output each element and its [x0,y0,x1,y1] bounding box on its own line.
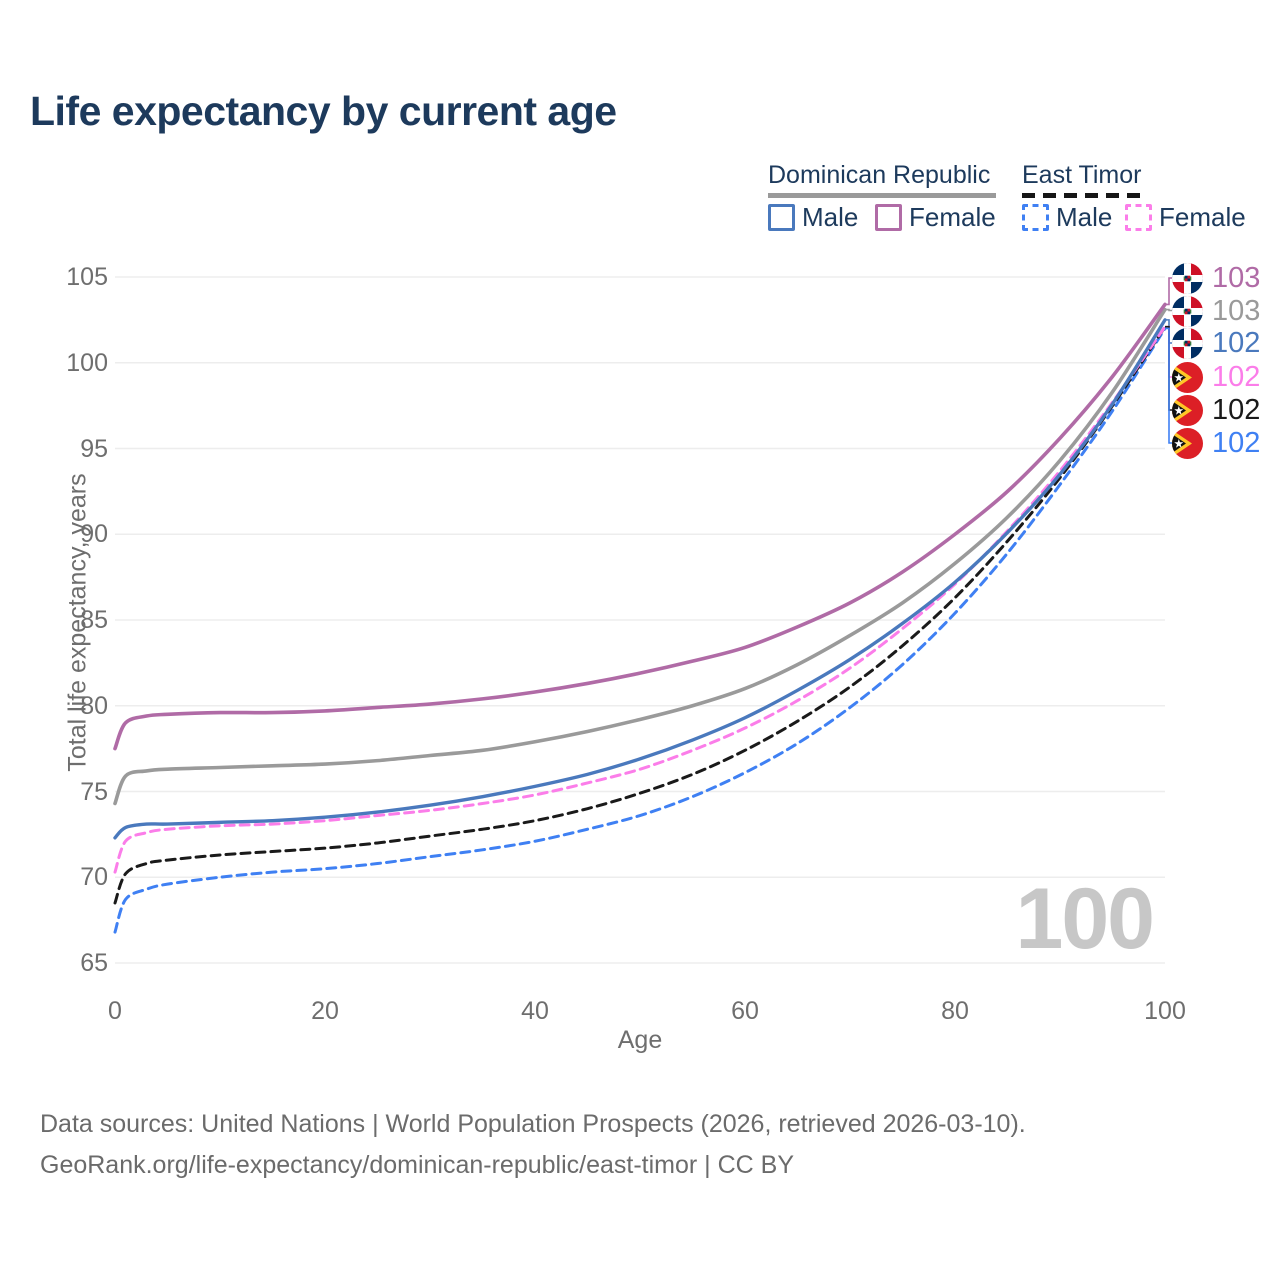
y-tick-label: 85 [80,606,108,634]
end-value: 102 [1212,393,1261,426]
end-value: 102 [1212,326,1261,359]
x-tick-label: 40 [521,997,549,1025]
y-tick-label: 105 [66,263,108,291]
dominican-republic-flag-icon [1172,327,1203,359]
y-tick-label: 90 [80,520,108,549]
x-axis-title: Age [617,1026,663,1054]
attribution-line: GeoRank.org/life-expectancy/dominican-re… [40,1151,795,1179]
end-value: 103 [1212,294,1261,327]
legend-item-dr-male[interactable]: Male [768,202,858,232]
x-tick-label: 100 [1144,997,1186,1025]
legend-item-et-female[interactable]: Female [1125,202,1246,232]
y-tick-label: 80 [80,691,108,720]
end-value: 103 [1212,261,1261,294]
checkbox-et-female-icon[interactable] [1125,203,1152,231]
y-tick-label: 75 [80,777,108,806]
y-tick-label: 65 [80,949,108,977]
end-label-row: 102 [1172,394,1260,426]
east-timor-flag-icon [1172,394,1203,426]
legend-underline-dominican-republic [768,193,996,198]
legend-label-et-female: Female [1159,201,1246,232]
legend-group-east-timor[interactable]: East Timor [1022,161,1142,189]
legend-label-dr-male: Male [802,201,859,232]
end-label-row: 102 [1172,361,1260,393]
y-tick-label: 100 [66,348,108,377]
series-line-dr-male [113,318,1167,840]
legend-group-dominican-republic[interactable]: Dominican Republic [768,161,991,189]
east-timor-flag-icon [1172,361,1203,393]
end-label-row: 102 [1172,327,1260,359]
end-label-connector [1165,277,1172,306]
legend-item-dr-female[interactable]: Female [875,202,996,232]
data-sources-line: Data sources: United Nations | World Pop… [40,1110,1026,1138]
legend-label-et-male: Male [1056,201,1113,232]
legend-underline-east-timor [1022,193,1146,198]
checkbox-dr-female-icon[interactable] [875,203,902,231]
end-label-row: 102 [1172,427,1260,459]
end-label-connector [1165,327,1172,444]
end-value: 102 [1212,426,1261,459]
y-tick-label: 70 [80,863,108,892]
legend-label-dr-female: Female [909,201,996,232]
series-line-et-female [113,325,1167,874]
x-tick-label: 80 [941,997,969,1025]
legend-item-et-male[interactable]: Male [1022,202,1112,232]
checkbox-dr-male-icon[interactable] [768,203,795,231]
x-tick-label: 0 [108,997,122,1025]
age-counter-watermark: 100 [1015,871,1155,967]
end-value: 102 [1212,360,1261,393]
y-tick-label: 95 [80,434,108,463]
east-timor-flag-icon [1172,427,1203,459]
series-line-et-male [113,326,1167,934]
x-tick-label: 20 [311,997,339,1025]
series-line-dr-total [113,307,1167,806]
chart-title: Life expectancy by current age [30,88,617,134]
x-tick-label: 60 [731,997,759,1025]
series-line-dr-female [113,302,1167,751]
dominican-republic-flag-icon [1172,262,1203,294]
footer: Data sources: United Nations | World Pop… [40,1104,1026,1186]
end-label-connector [1165,308,1172,312]
checkbox-et-male-icon[interactable] [1022,203,1049,231]
end-label-row: 103 [1172,262,1260,294]
dominican-republic-flag-icon [1172,295,1203,327]
end-label-row: 103 [1172,295,1260,327]
series-line-et-total [113,325,1167,905]
